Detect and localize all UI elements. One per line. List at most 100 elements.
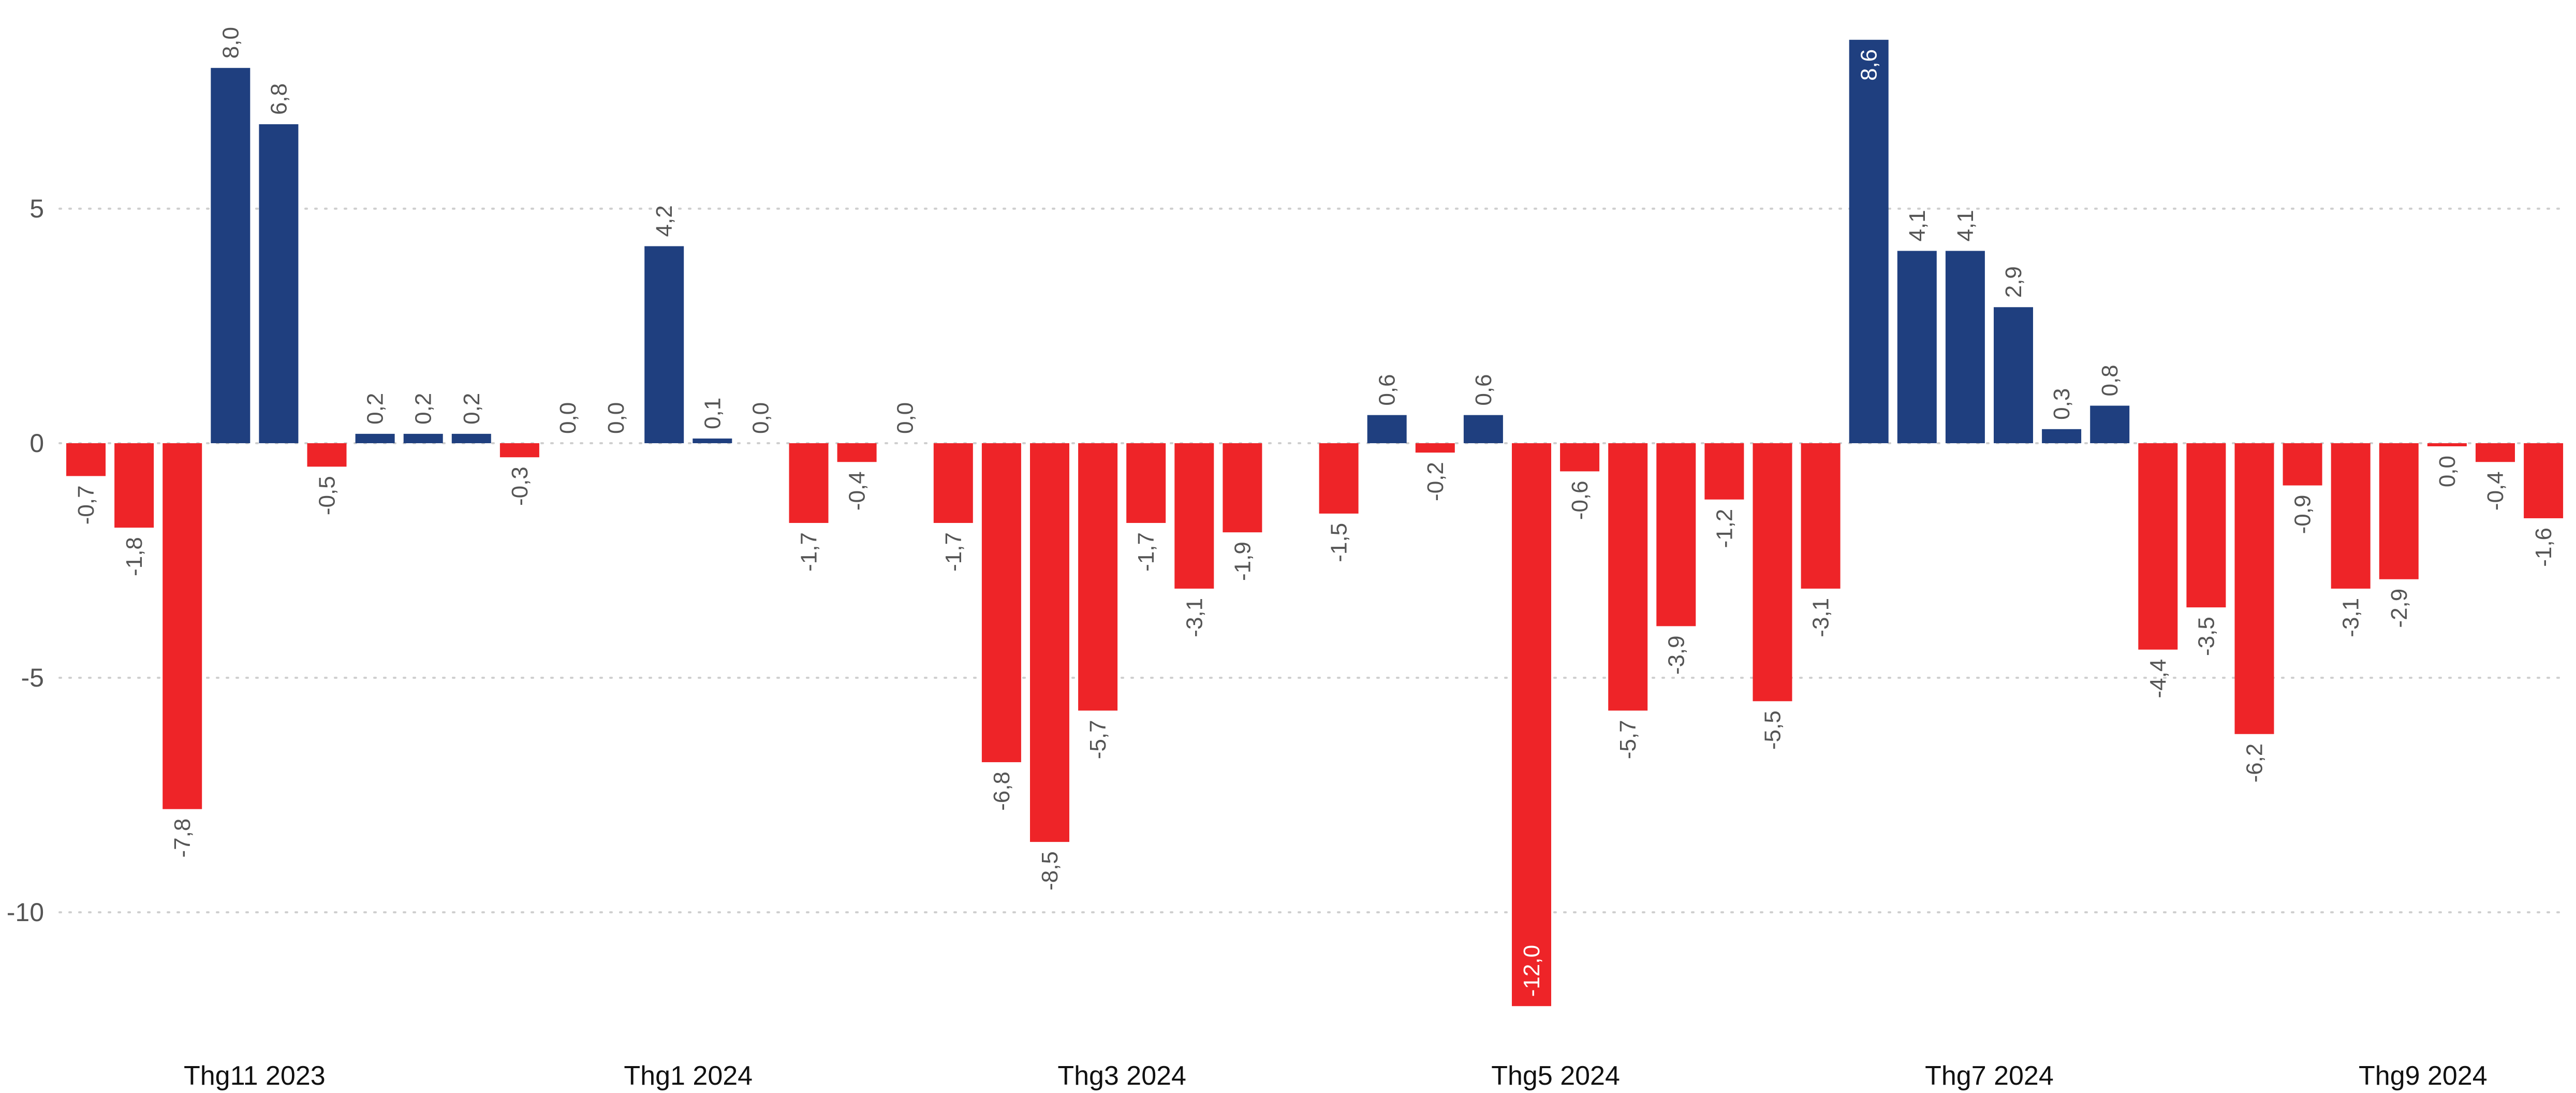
x-tick-label: Thg5 2024 [1491, 1061, 1620, 1091]
data-label: -0,5 [315, 476, 340, 515]
x-tick-label: Thg3 2024 [1057, 1061, 1186, 1091]
bar [259, 124, 299, 444]
bar [1319, 443, 1359, 514]
bar [355, 433, 395, 443]
data-label: 0,1 [700, 398, 725, 429]
bar [1560, 443, 1600, 472]
bars [66, 39, 2564, 1007]
data-label: -1,9 [1230, 542, 1255, 581]
data-label: 0,0 [2435, 456, 2460, 487]
bar [2042, 429, 2082, 443]
data-label: -0,4 [845, 471, 870, 511]
data-label: 0,0 [555, 402, 581, 434]
data-label: 0,0 [603, 402, 629, 434]
bar [211, 68, 251, 443]
data-label: -1,2 [1712, 509, 1737, 548]
bar [1608, 443, 1648, 711]
data-label: -1,8 [122, 537, 147, 576]
bar [403, 433, 443, 443]
data-label: 0,2 [411, 393, 436, 425]
data-label: 0,0 [893, 402, 918, 434]
data-label: 0,8 [2097, 365, 2123, 396]
bar [789, 443, 829, 523]
bar [1656, 443, 1696, 626]
data-label: -3,1 [1182, 598, 1207, 637]
data-label: -1,7 [941, 532, 966, 572]
bar [1897, 251, 1937, 443]
bar [1994, 307, 2033, 443]
bar [837, 443, 877, 462]
data-label: -1,7 [797, 532, 822, 572]
data-label: -7,8 [170, 819, 195, 858]
bar [981, 443, 1021, 763]
data-label: -0,4 [2483, 471, 2508, 511]
bar [1704, 443, 1744, 500]
bar [2427, 443, 2467, 446]
data-label: -12,0 [1519, 945, 1544, 997]
bar [1801, 443, 1841, 589]
bar [2138, 443, 2178, 650]
bar [1463, 415, 1503, 443]
data-label: -0,2 [1423, 462, 1448, 501]
data-label: -4,4 [2145, 659, 2171, 698]
bar [1078, 443, 1118, 711]
x-tick-label: Thg1 2024 [624, 1061, 753, 1091]
data-label: 0,6 [1471, 374, 1496, 405]
data-label: -5,7 [1085, 720, 1111, 759]
data-label: 6,8 [266, 83, 291, 115]
data-label: -1,5 [1327, 523, 1352, 562]
data-label: -0,9 [2290, 495, 2316, 534]
bar [2234, 443, 2274, 734]
bar [1512, 443, 1551, 1007]
data-labels: -0,7 -1,8 -7,8 8,0 6,8 -0,5 0,2 0,2 0,2 -0,3 0,0 0,… [73, 27, 2556, 997]
data-label: -0,7 [73, 485, 99, 524]
data-label: 4,1 [1953, 210, 1978, 241]
data-label: -3,1 [2338, 598, 2364, 637]
data-label: -3,9 [1664, 635, 1689, 675]
bar [1126, 443, 1166, 523]
data-label: 0,3 [2049, 388, 2074, 420]
bar [2476, 443, 2515, 462]
data-label: -5,5 [1760, 710, 1786, 750]
data-label: -1,7 [1134, 532, 1159, 572]
x-axis-ticks: Thg11 2023 Thg1 2024 Thg3 2024 Thg5 2024 Thg… [184, 1061, 2487, 1091]
bar [2283, 443, 2322, 486]
bar [2379, 443, 2419, 579]
data-label: -8,5 [1037, 851, 1063, 891]
y-tick-label: 5 [30, 194, 44, 223]
y-tick-label: -5 [21, 663, 44, 692]
y-axis-ticks: 5 0 -5 -10 [7, 194, 44, 927]
data-label: -6,2 [2242, 744, 2268, 783]
bar [1945, 251, 1985, 443]
x-tick-label: Thg11 2023 [184, 1061, 326, 1091]
y-tick-label: 0 [30, 429, 44, 458]
y-tick-label: -10 [7, 898, 44, 927]
x-tick-label: Thg7 2024 [1925, 1061, 2054, 1091]
bar [307, 443, 347, 467]
bar [933, 443, 973, 523]
data-label: -3,5 [2194, 617, 2219, 656]
data-label: 8,0 [218, 27, 243, 59]
bar [693, 438, 732, 443]
data-label: 2,9 [2001, 266, 2026, 298]
bar [1367, 415, 1407, 443]
bar [114, 443, 154, 528]
data-label: -0,6 [1567, 480, 1593, 520]
bar [163, 443, 202, 809]
data-label: 8,6 [1857, 49, 1882, 81]
bar [66, 443, 106, 476]
data-label: 0,6 [1375, 374, 1400, 405]
data-label: -1,6 [2531, 528, 2556, 567]
bar [1753, 443, 1792, 702]
bar [2524, 443, 2564, 518]
data-label: 0,2 [363, 393, 388, 425]
data-label: -0,3 [507, 467, 533, 506]
data-label: 4,2 [652, 205, 677, 237]
data-label: -3,1 [1808, 598, 1834, 637]
data-label: 4,1 [1905, 210, 1930, 241]
bar [1415, 443, 1455, 453]
bar [1849, 39, 1889, 444]
data-label: -6,8 [989, 771, 1014, 811]
bar [2331, 443, 2371, 589]
